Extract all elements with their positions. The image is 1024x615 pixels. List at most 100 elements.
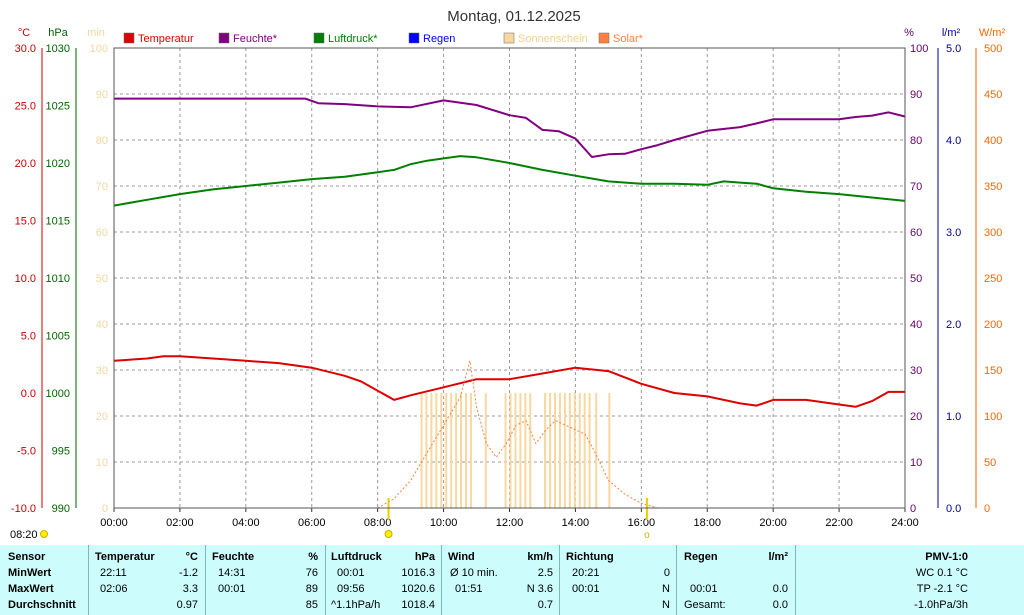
pressure-tick-label: 1010 (46, 273, 70, 285)
sunshine-bar (514, 393, 517, 508)
max-temp-time: 02:06 (100, 583, 128, 595)
humidity-tick-label: 20 (910, 411, 922, 423)
sun-times: o 08:20 (10, 498, 650, 541)
avg-rain-label: Gesamt: (684, 599, 726, 611)
sunshine-bar (435, 393, 438, 508)
x-tick-label: 04:00 (232, 517, 260, 529)
weather-chart: Montag, 01.12.2025 Temperatur Feuchte* Luf… (10, 8, 1006, 541)
humidity-tick-label: 100 (910, 43, 928, 55)
sunshine-bar (420, 393, 423, 508)
sunshine-bar (455, 393, 458, 508)
temp-tick-label: 30.0 (15, 43, 36, 55)
sunshine-bar (469, 393, 472, 508)
legend-swatch (408, 32, 420, 44)
chart-title: Montag, 01.12.2025 (447, 8, 580, 25)
pressure-tick-label: 1005 (46, 331, 70, 343)
humidity-tick-label: 10 (910, 457, 922, 469)
temp-tick-label: 0.0 (21, 388, 36, 400)
sunshine-bar (573, 393, 576, 508)
sunshine-bar (524, 393, 527, 508)
label-avg: Durchschnitt (8, 599, 76, 611)
legend-label: Solar* (613, 33, 644, 45)
pressure-unit-label: hPa (48, 27, 68, 39)
sunshine-bar (549, 393, 552, 508)
x-tick-label: 12:00 (496, 517, 524, 529)
solar-tick-label: 200 (984, 319, 1002, 331)
sunshine-bar (425, 393, 428, 508)
minutes-tick-label: 90 (96, 89, 108, 101)
humidity-tick-label: 60 (910, 227, 922, 239)
min-dir-time: 20:21 (572, 567, 600, 579)
rain-unit-label: l/m² (942, 27, 961, 39)
sunshine-bar (588, 393, 591, 508)
minutes-tick-label: 0 (102, 503, 108, 515)
solar-tick-label: 250 (984, 273, 1002, 285)
x-tick-label: 08:00 (364, 517, 392, 529)
min-wind: 2.5 (537, 567, 553, 579)
sunshine-bar (484, 393, 487, 508)
sunshine-bars (420, 393, 611, 508)
series-line-temperatur (113, 355, 905, 408)
max-hum: 89 (305, 583, 318, 595)
hdr-hum: Feuchte (212, 551, 255, 563)
x-tick-label: 20:00 (759, 517, 787, 529)
sunshine-bar (440, 393, 443, 508)
sunrise-time-dot (40, 530, 48, 538)
sunshine-bar (553, 393, 556, 508)
temp-tick-label: 25.0 (15, 101, 36, 113)
x-tick-label: 16:00 (628, 517, 656, 529)
avg-temp: 0.97 (176, 599, 198, 611)
sunshine-bar (465, 393, 468, 508)
rain-tick-label: 0.0 (946, 503, 961, 515)
hdr-temp: Temperatur (95, 551, 155, 563)
x-tick-label: 14:00 (562, 517, 590, 529)
hdr-sensor: Sensor (8, 551, 46, 563)
sunshine-bar (529, 393, 532, 508)
x-tick-label: 22:00 (825, 517, 853, 529)
legend-label: Temperatur (138, 33, 194, 45)
max-hum-time: 00:01 (218, 583, 246, 595)
solar-tick-label: 450 (984, 89, 1002, 101)
x-tick-label: 24:00 (891, 517, 919, 529)
hdr-dir: Richtung (566, 551, 614, 563)
temp-tick-label: -10.0 (11, 503, 36, 515)
avg-dir: N (662, 599, 670, 611)
sunshine-bar (563, 393, 566, 508)
max-wind: N 3.6 (526, 583, 553, 595)
sunshine-bar (544, 393, 547, 508)
minutes-tick-label: 20 (96, 411, 108, 423)
hdr-rain: Regen (684, 551, 718, 563)
minutes-tick-label: 40 (96, 319, 108, 331)
minutes-tick-label: 50 (96, 273, 108, 285)
humidity-tick-label: 80 (910, 135, 922, 147)
min-pmv: WC 0.1 °C (915, 567, 968, 579)
legend-swatch (218, 32, 230, 44)
hdr-wind-unit: km/h (527, 551, 553, 563)
pressure-tick-label: 990 (52, 503, 70, 515)
min-hum: 76 (305, 567, 318, 579)
rain-tick-label: 5.0 (946, 43, 961, 55)
solar-tick-label: 300 (984, 227, 1002, 239)
avg-hum: 85 (305, 599, 318, 611)
sunrise-dot (384, 530, 393, 538)
pressure-tick-label: 1030 (46, 43, 70, 55)
series-line-feuchte (114, 97, 906, 158)
sunrise-time-label: 08:20 (10, 529, 38, 541)
legend-swatch (598, 32, 610, 44)
humidity-unit-label: % (904, 27, 914, 39)
minutes-tick-label: 30 (96, 365, 108, 377)
min-temp-time: 22:11 (100, 567, 127, 579)
solar-unit-label: W/m² (979, 27, 1006, 39)
rain-tick-label: 1.0 (946, 411, 961, 423)
humidity-tick-label: 50 (910, 273, 922, 285)
max-pmv: TP -2.1 °C (916, 583, 968, 595)
avg-pmv: -1.0hPa/3h (914, 599, 968, 611)
sunshine-bar (430, 393, 433, 508)
temp-tick-label: -5.0 (17, 446, 36, 458)
humidity-tick-label: 40 (910, 319, 922, 331)
temp-tick-label: 5.0 (21, 331, 36, 343)
sunshine-bar (450, 393, 453, 508)
pressure-tick-label: 1000 (46, 388, 70, 400)
temp-unit-label: °C (18, 27, 30, 39)
solar-tick-label: 500 (984, 43, 1002, 55)
